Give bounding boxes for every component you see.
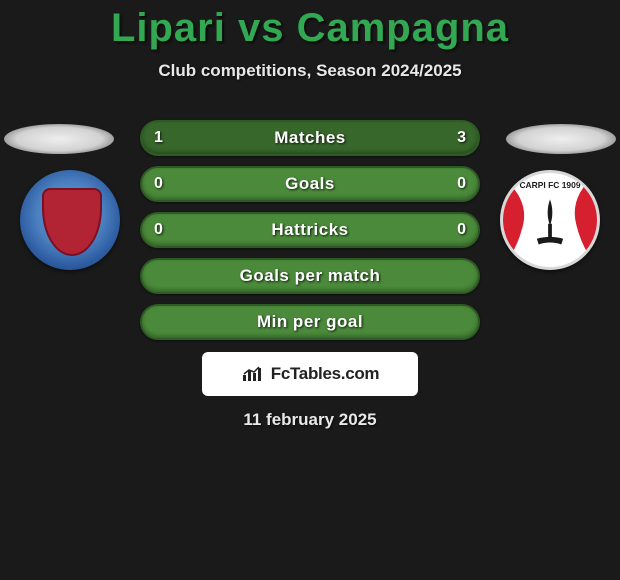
stat-bar: Goals per match [140, 258, 480, 294]
stat-row-gpm: Goals per match [140, 258, 480, 294]
brand-text: FcTables.com [271, 364, 380, 384]
stat-bar: 0 Goals 0 [140, 166, 480, 202]
page-title: Lipari vs Campagna [0, 0, 620, 51]
left-shadow-ellipse [4, 124, 114, 154]
stat-value-right: 3 [445, 122, 478, 154]
stat-value-right: 0 [445, 168, 478, 200]
stat-bar: 0 Hattricks 0 [140, 212, 480, 248]
svg-text:CARPI FC 1909: CARPI FC 1909 [519, 180, 580, 190]
stat-row-mpg: Min per goal [140, 304, 480, 340]
stat-label: Min per goal [142, 306, 478, 338]
brand-chart-icon [241, 365, 267, 383]
stat-row-matches: 1 Matches 3 [140, 120, 480, 156]
stat-label: Goals [142, 168, 478, 200]
stat-label: Goals per match [142, 260, 478, 292]
stat-bar: 1 Matches 3 [140, 120, 480, 156]
footer-date: 11 february 2025 [0, 410, 620, 430]
brand-pill[interactable]: FcTables.com [202, 352, 418, 396]
stat-row-goals: 0 Goals 0 [140, 166, 480, 202]
stat-value-right [454, 306, 478, 338]
stat-bar: Min per goal [140, 304, 480, 340]
stat-value-right: 0 [445, 214, 478, 246]
stat-value-right [454, 260, 478, 292]
stat-row-hattricks: 0 Hattricks 0 [140, 212, 480, 248]
stat-label: Matches [142, 122, 478, 154]
right-shadow-ellipse [506, 124, 616, 154]
right-club-badge: CARPI FC 1909 [500, 170, 600, 270]
left-club-badge [20, 170, 120, 270]
stats-area: 1 Matches 3 0 Goals 0 0 Hattricks 0 Goal… [140, 120, 480, 350]
stat-label: Hattricks [142, 214, 478, 246]
right-club-badge-svg: CARPI FC 1909 [503, 173, 597, 267]
subtitle: Club competitions, Season 2024/2025 [0, 61, 620, 81]
